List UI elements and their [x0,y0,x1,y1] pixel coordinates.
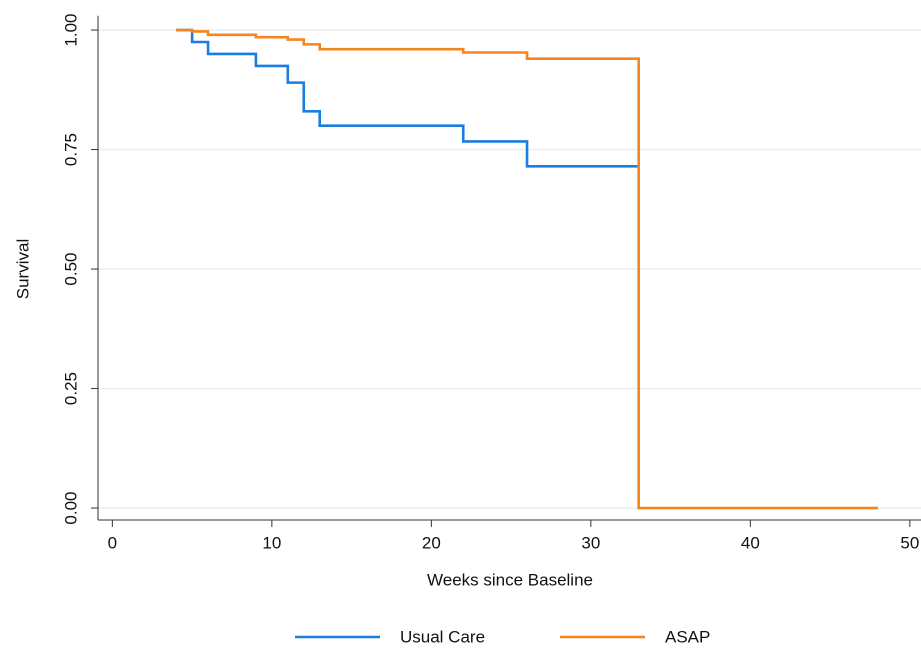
survival-line [176,28,639,168]
y-tick-label: 0.50 [61,252,80,285]
x-tick-label: 40 [741,533,760,552]
y-axis-label: Survival [13,239,32,299]
x-axis-label: Weeks since Baseline [427,570,593,589]
x-tick-label: 0 [108,533,117,552]
x-tick-label: 20 [422,533,441,552]
y-tick-label: 0.00 [61,492,80,525]
survival-line [176,28,878,510]
y-tick-label: 0.75 [61,133,80,166]
x-tick-label: 10 [262,533,281,552]
legend-label: ASAP [665,627,710,646]
y-tick-label: 0.25 [61,372,80,405]
y-tick-label: 1.00 [61,13,80,46]
x-tick-label: 30 [581,533,600,552]
legend-label: Usual Care [400,627,485,646]
x-tick-label: 50 [900,533,919,552]
